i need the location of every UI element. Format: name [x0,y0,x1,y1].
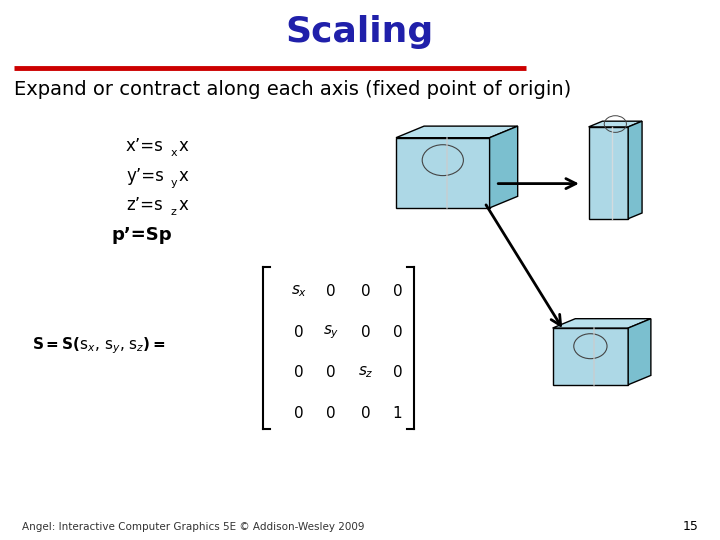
Text: 0: 0 [294,325,304,340]
Polygon shape [628,319,651,384]
Text: x: x [179,166,189,185]
Text: Expand or contract along each axis (fixed point of origin): Expand or contract along each axis (fixe… [14,79,572,99]
Text: z’=s: z’=s [126,196,163,214]
Text: $\mathbf{S = S(}$s$_x$, s$_y$, s$_z$$\mathbf{) =}$: $\mathbf{S = S(}$s$_x$, s$_y$, s$_z$$\ma… [32,335,166,356]
Text: x: x [179,196,189,214]
Text: 0: 0 [392,325,402,340]
Text: $s_y$: $s_y$ [323,323,339,341]
Polygon shape [490,126,518,208]
Text: 0: 0 [361,406,371,421]
Text: 1: 1 [392,406,402,421]
Text: 0: 0 [326,365,336,380]
Polygon shape [553,319,651,328]
Text: $s_z$: $s_z$ [358,364,374,381]
Text: y’=s: y’=s [126,166,164,185]
Text: p’=Sp: p’=Sp [112,226,172,244]
Text: 15: 15 [683,520,698,533]
Text: 0: 0 [294,365,304,380]
Text: y: y [171,178,177,187]
Polygon shape [589,127,628,219]
Text: $s_x$: $s_x$ [291,284,307,300]
Text: x: x [171,148,177,158]
Text: 0: 0 [294,406,304,421]
Text: 0: 0 [392,365,402,380]
Text: 0: 0 [361,284,371,299]
Text: 0: 0 [326,284,336,299]
Text: x: x [179,137,189,155]
Polygon shape [396,126,518,138]
Text: Scaling: Scaling [286,16,434,49]
Text: x’=s: x’=s [126,137,164,155]
Text: 0: 0 [392,284,402,299]
Polygon shape [628,121,642,219]
Text: 0: 0 [326,406,336,421]
Polygon shape [553,328,628,384]
Text: z: z [171,207,176,217]
Text: Angel: Interactive Computer Graphics 5E © Addison-Wesley 2009: Angel: Interactive Computer Graphics 5E … [22,522,364,531]
Text: 0: 0 [361,325,371,340]
Polygon shape [589,121,642,127]
Polygon shape [396,138,490,208]
